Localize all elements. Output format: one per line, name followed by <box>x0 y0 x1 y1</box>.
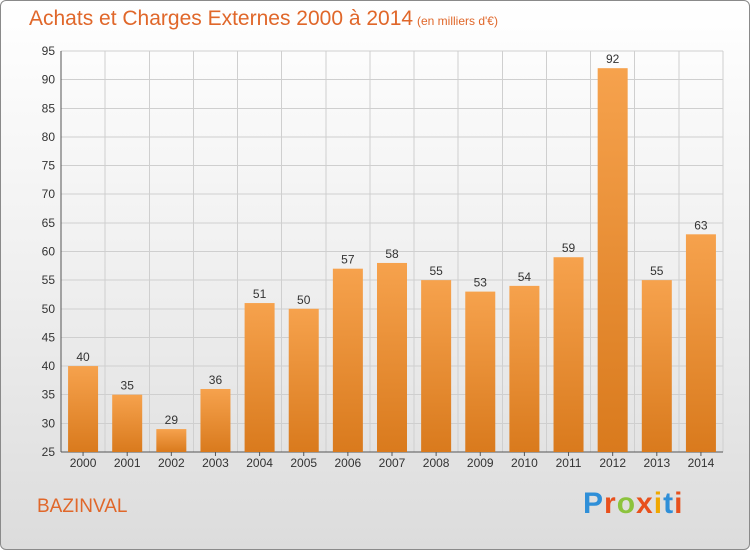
bar-2007[interactable] <box>377 262 407 452</box>
y-tick-label: 85 <box>42 101 56 115</box>
x-tick-label: 2009 <box>467 456 494 470</box>
bars <box>68 68 716 452</box>
y-tick-label: 70 <box>42 187 56 201</box>
x-tick-label: 2011 <box>556 456 582 470</box>
x-tick-label: 2001 <box>114 456 141 470</box>
value-label: 29 <box>165 413 179 427</box>
value-label: 63 <box>694 218 708 232</box>
y-tick-label: 35 <box>42 388 56 402</box>
y-tick-label: 45 <box>42 330 56 344</box>
x-tick-label: 2000 <box>70 456 97 470</box>
y-tick-label: 90 <box>42 73 56 87</box>
value-label: 51 <box>253 287 267 301</box>
y-tick-label: 80 <box>42 130 56 144</box>
logo-letter: r <box>604 487 617 520</box>
bar-2010[interactable] <box>509 285 540 452</box>
logo-letter: i <box>674 487 684 520</box>
value-label: 55 <box>650 264 664 278</box>
bar-2001[interactable] <box>112 394 143 452</box>
y-tick-label: 60 <box>42 245 56 259</box>
value-label: 55 <box>429 264 443 278</box>
bar-2003[interactable] <box>200 388 231 452</box>
value-label: 53 <box>474 276 488 290</box>
logo-letter: t <box>663 487 675 520</box>
value-label: 35 <box>121 379 135 393</box>
logo-letter: P <box>583 487 605 520</box>
y-tick-label: 75 <box>42 159 56 173</box>
bar-2012[interactable] <box>597 68 628 452</box>
bar-2005[interactable] <box>288 308 319 452</box>
value-label: 36 <box>209 373 223 387</box>
data-labels: 40 35 29 36 51 50 57 58 55 53 54 59 92 55 63 <box>76 52 708 427</box>
x-tick-label: 2012 <box>599 456 626 470</box>
bar-2009[interactable] <box>465 291 496 452</box>
x-tick-label: 2006 <box>335 456 362 470</box>
value-label: 54 <box>518 270 532 284</box>
chart-subtitle: (en milliers d'€) <box>417 14 498 28</box>
value-label: 92 <box>606 52 620 66</box>
x-tick-label: 2013 <box>643 456 670 470</box>
bar-2014[interactable] <box>685 234 716 452</box>
y-tick-label: 25 <box>42 445 56 459</box>
y-tick-label: 30 <box>42 416 56 430</box>
x-tick-label: 2007 <box>379 456 406 470</box>
y-tick-label: 65 <box>42 216 56 230</box>
y-tick-label: 55 <box>42 273 56 287</box>
value-label: 57 <box>341 253 355 267</box>
bar-2011[interactable] <box>553 257 584 452</box>
proxiti-logo[interactable]: Proxiti <box>583 487 683 521</box>
x-tick-label: 2005 <box>290 456 317 470</box>
logo-letter: o <box>616 487 637 520</box>
y-tick-label: 50 <box>42 302 56 316</box>
bar-2000[interactable] <box>68 366 99 452</box>
value-label: 50 <box>297 293 311 307</box>
x-tick-label: 2002 <box>158 456 185 470</box>
bar-2013[interactable] <box>641 280 672 452</box>
logo-letter: x <box>636 487 654 520</box>
y-tick-label: 40 <box>42 359 56 373</box>
x-tick-label: 2003 <box>202 456 229 470</box>
logo-letter: i <box>653 487 664 520</box>
value-label: 59 <box>562 241 576 255</box>
bar-2004[interactable] <box>244 303 275 452</box>
chart-title: Achats et Charges Externes 2000 à 2014 <box>29 7 414 30</box>
y-tick-label: 95 <box>42 44 56 58</box>
x-tick-label: 2010 <box>511 456 538 470</box>
x-tick-label: 2004 <box>246 456 273 470</box>
x-tick-label: 2014 <box>688 456 715 470</box>
town-name: BAZINVAL <box>37 496 128 517</box>
value-label: 58 <box>385 247 399 261</box>
bar-2006[interactable] <box>332 268 363 452</box>
value-label: 40 <box>76 350 90 364</box>
bar-2002[interactable] <box>156 429 187 452</box>
bar-2008[interactable] <box>421 280 452 452</box>
x-tick-label: 2008 <box>423 456 450 470</box>
